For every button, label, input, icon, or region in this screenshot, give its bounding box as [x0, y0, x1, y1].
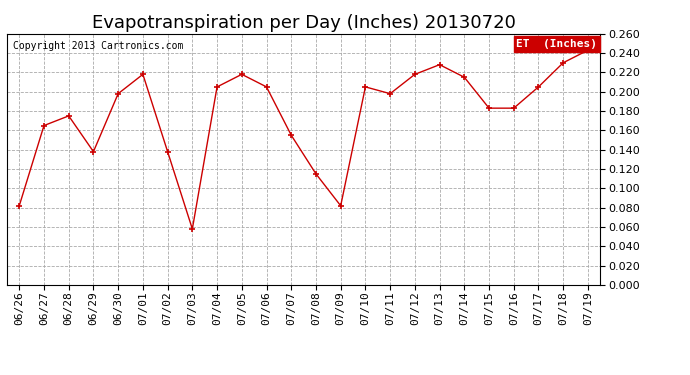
- Title: Evapotranspiration per Day (Inches) 20130720: Evapotranspiration per Day (Inches) 2013…: [92, 14, 515, 32]
- Text: Copyright 2013 Cartronics.com: Copyright 2013 Cartronics.com: [13, 41, 184, 51]
- Text: ET  (Inches): ET (Inches): [516, 39, 598, 49]
